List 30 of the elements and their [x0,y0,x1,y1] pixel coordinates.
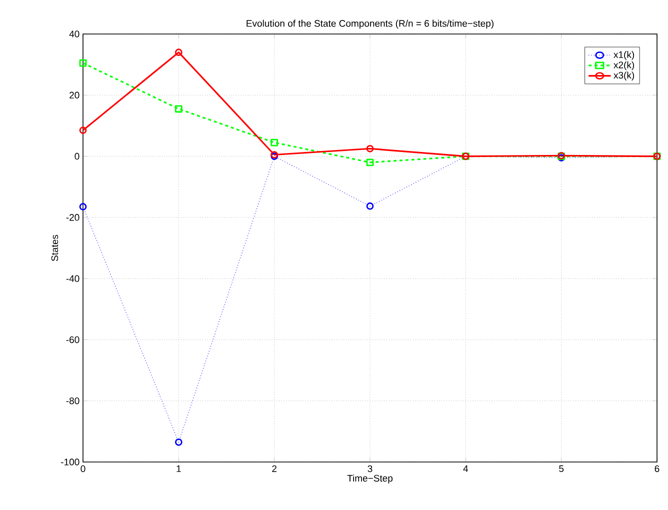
point [79,59,87,67]
x-axis-title: Time−Step [347,474,393,484]
y-tick-label: -60 [66,336,80,344]
x-tick-label: 2 [272,465,277,472]
chart-title: Evolution of the State Components (R/n = 6 bits/time−step) [246,20,494,29]
point [174,48,182,56]
y-tick-label: -100 [61,458,80,466]
legend-label: x3(k) [614,72,634,80]
y-axis-title: States [51,234,58,262]
point [366,144,374,152]
y-tick-label: -40 [66,275,80,282]
y-tick-label: -80 [66,397,80,404]
legend-label: x2(k) [614,61,634,70]
x-tick-label: 5 [559,465,564,472]
point [79,203,87,210]
x-tick-label: 0 [80,465,86,472]
x-tick-label: 3 [368,465,372,472]
legend-label: x1(k) [614,51,634,60]
y-tick-label: 0 [74,152,80,160]
point [366,202,374,210]
point [174,438,182,446]
point [366,158,374,166]
point [270,138,278,146]
x-tick-label: 1 [176,465,181,472]
y-tick-label: 20 [70,92,80,99]
y-tick-label: -20 [66,214,80,221]
point [174,105,182,113]
x-tick-label: 6 [654,465,660,472]
x-tick-label: 4 [463,465,468,472]
y-tick-label: 40 [69,30,80,38]
